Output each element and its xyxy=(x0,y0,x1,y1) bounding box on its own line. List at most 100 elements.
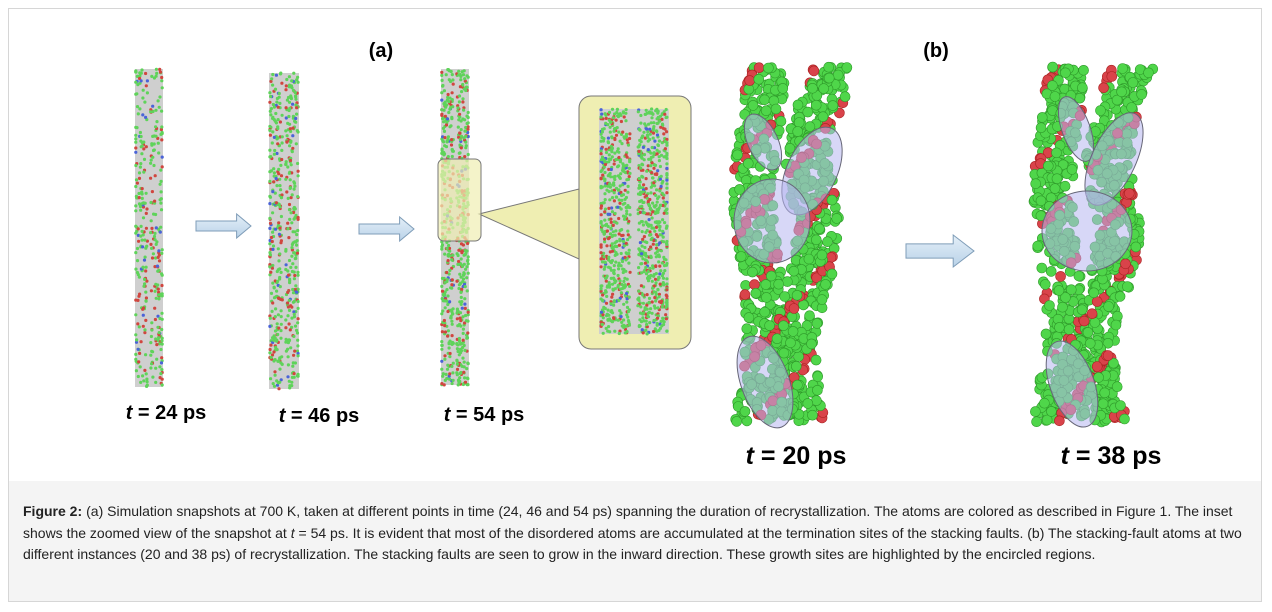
atom xyxy=(160,138,163,141)
atom xyxy=(654,278,657,281)
atom xyxy=(271,190,274,193)
atom xyxy=(458,337,461,340)
atom xyxy=(153,200,156,203)
atom xyxy=(145,385,148,388)
atom xyxy=(138,352,141,355)
atom xyxy=(650,121,653,124)
atom xyxy=(741,280,751,290)
atom xyxy=(625,212,628,215)
atom xyxy=(137,360,140,363)
atom xyxy=(277,313,280,316)
atom xyxy=(276,142,279,145)
atom xyxy=(466,128,469,131)
atom xyxy=(640,175,643,178)
atom xyxy=(444,115,447,118)
atom xyxy=(614,158,617,161)
atom xyxy=(285,78,288,81)
atom xyxy=(270,169,273,172)
atom xyxy=(1089,288,1099,298)
atom xyxy=(620,252,623,255)
atom xyxy=(157,288,160,291)
atom xyxy=(276,280,279,283)
atom xyxy=(442,140,445,143)
time-label: t = 46 ps xyxy=(279,405,360,427)
atom xyxy=(778,83,788,93)
atom xyxy=(458,131,461,134)
atom xyxy=(600,213,603,216)
atom xyxy=(603,179,606,182)
atom xyxy=(618,202,621,205)
atom xyxy=(803,107,813,117)
atom xyxy=(143,328,146,331)
atom xyxy=(447,100,450,103)
atom xyxy=(648,198,651,201)
atom xyxy=(657,144,660,147)
atom xyxy=(441,375,444,378)
highlight-region xyxy=(734,179,810,263)
atom xyxy=(296,129,299,132)
atom xyxy=(289,186,292,189)
atom xyxy=(608,190,611,193)
atom xyxy=(154,318,157,321)
atom xyxy=(446,294,449,297)
atom xyxy=(1094,372,1104,382)
atom xyxy=(451,150,454,153)
atom xyxy=(150,321,153,324)
atom xyxy=(145,296,148,299)
atom xyxy=(154,290,157,293)
atom xyxy=(297,216,300,219)
atom xyxy=(665,191,668,194)
atom xyxy=(655,188,658,191)
atom xyxy=(446,117,449,120)
atom xyxy=(291,147,294,150)
atom xyxy=(447,244,450,247)
atom xyxy=(134,313,137,316)
atom xyxy=(458,113,461,116)
atom xyxy=(613,299,616,302)
atom xyxy=(443,130,446,133)
atom xyxy=(1030,407,1040,417)
atom xyxy=(445,271,448,274)
atom xyxy=(824,73,834,83)
atom xyxy=(624,189,627,192)
atom xyxy=(628,324,631,327)
atom xyxy=(613,127,616,130)
atom xyxy=(642,183,645,186)
atom xyxy=(144,353,147,356)
atom xyxy=(462,328,465,331)
atom xyxy=(157,249,160,252)
atom xyxy=(269,317,272,320)
atom xyxy=(600,311,603,314)
atom xyxy=(440,344,443,347)
atom xyxy=(625,133,628,136)
atom xyxy=(154,125,157,128)
atom xyxy=(603,210,606,213)
atom xyxy=(656,201,659,204)
atom xyxy=(1079,65,1089,75)
atom xyxy=(626,278,629,281)
atom xyxy=(447,111,450,114)
atom xyxy=(611,108,614,111)
atom xyxy=(143,278,146,281)
atom xyxy=(657,260,660,263)
atom xyxy=(143,239,146,242)
atom xyxy=(464,381,467,384)
atom xyxy=(817,295,827,305)
atom xyxy=(160,208,163,211)
atom xyxy=(143,369,146,372)
atom xyxy=(611,155,614,158)
atom xyxy=(273,370,276,373)
atom xyxy=(832,213,842,223)
atom xyxy=(467,111,470,114)
atom xyxy=(623,286,626,289)
time-label: t = 24 ps xyxy=(126,402,207,424)
atom xyxy=(275,201,278,204)
atom xyxy=(662,196,665,199)
atom xyxy=(654,264,657,267)
atom xyxy=(641,238,644,241)
atom xyxy=(448,355,451,358)
atom xyxy=(144,269,147,272)
atom xyxy=(139,166,142,169)
atom xyxy=(446,335,449,338)
atom xyxy=(140,79,143,82)
